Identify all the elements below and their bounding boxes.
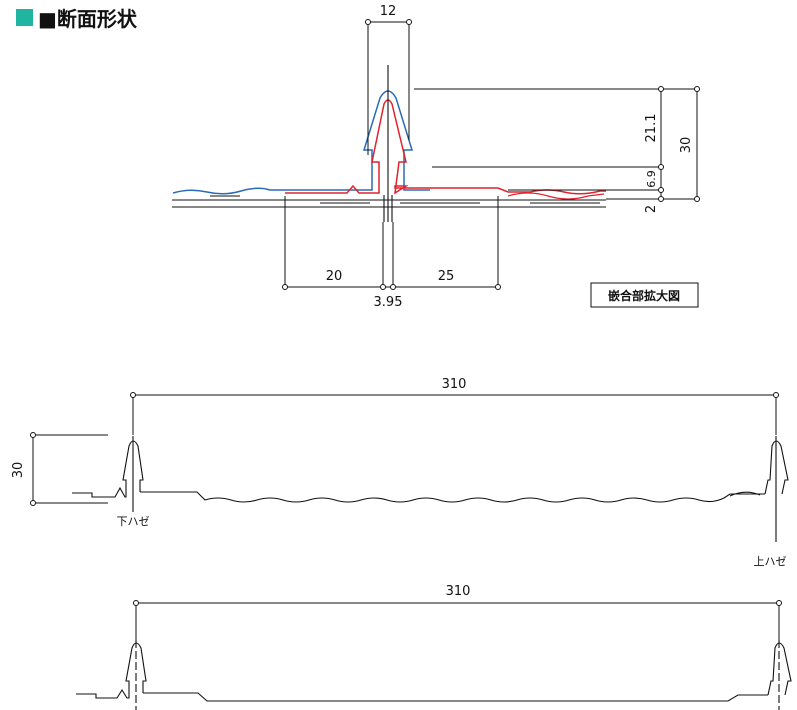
dim-30-detail-label: 30 (679, 137, 694, 154)
dim-12-label: 12 (380, 4, 397, 19)
title-text: ■断面形状 (38, 7, 137, 31)
dim-20-label: 20 (326, 269, 343, 284)
section-title: ■断面形状 (16, 3, 137, 32)
dim-3-95-label: 3.95 (374, 295, 403, 310)
profile1-left-seam (72, 440, 144, 498)
dim-bottom: 20 25 3.95 (282, 196, 501, 310)
profile2-width-label: 310 (446, 584, 471, 599)
blue-sheet-line (172, 90, 430, 195)
profile2-left-seam (76, 642, 147, 699)
profile-1: 310 30 下ハゼ 上ハゼ (11, 377, 789, 568)
dim-6-9-label: 6.9 (645, 170, 658, 188)
dim-2-label: 2 (644, 205, 659, 213)
detail-view: 12 21.1 30 6.9 2 (172, 4, 700, 310)
upper-seam-label: 上ハゼ (754, 555, 787, 568)
red-sheet-line (285, 99, 606, 195)
profile1-height-label: 30 (11, 462, 26, 479)
detail-base-lines (172, 195, 606, 208)
dim-21-1-label: 21.1 (644, 114, 659, 143)
title-square-icon (16, 9, 33, 26)
lower-seam-label: 下ハゼ (117, 515, 150, 528)
dim-25-label: 25 (438, 269, 455, 284)
detail-caption: 嵌合部拡大図 (608, 288, 680, 303)
profile2-sheet (143, 692, 768, 702)
profile-2: 310 (76, 584, 792, 710)
dim-12: 12 (365, 4, 412, 155)
detail-caption-box: 嵌合部拡大図 (590, 282, 699, 308)
dim-right-stack: 21.1 30 6.9 2 (414, 86, 700, 213)
profile1-width-label: 310 (442, 377, 467, 392)
profile1-sheet (140, 491, 765, 503)
red-rib-line (507, 192, 605, 200)
